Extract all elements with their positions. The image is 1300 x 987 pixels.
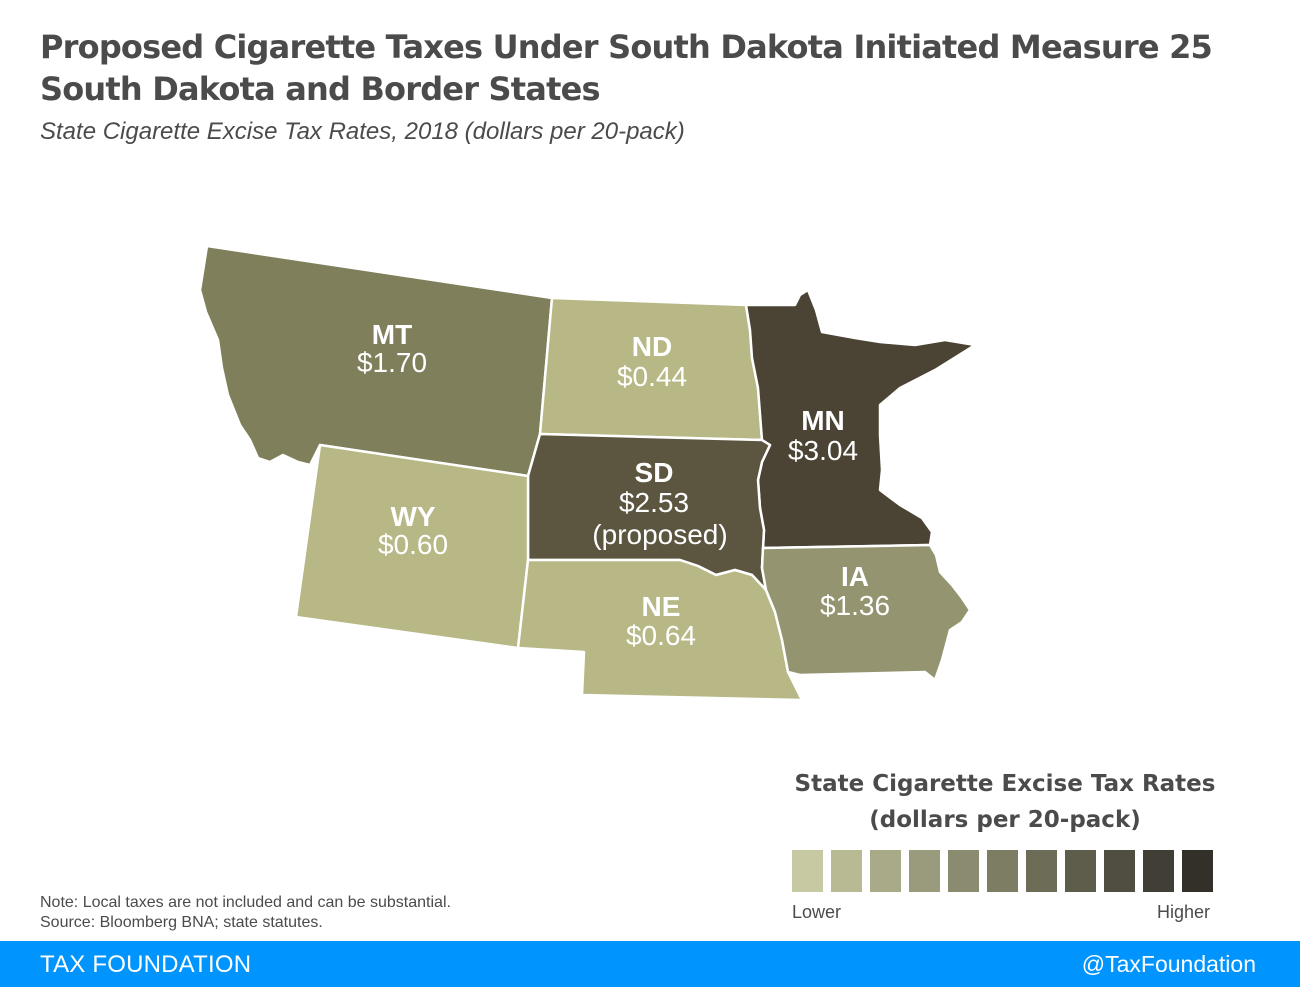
state-rate-ne: $0.64 bbox=[626, 620, 696, 651]
legend-title-line-1: State Cigarette Excise Tax Rates bbox=[794, 771, 1216, 797]
legend-high-label: Higher bbox=[1157, 902, 1211, 922]
state-label-mt: MT $1.70 bbox=[357, 319, 427, 378]
state-abbr-ia: IA bbox=[841, 561, 869, 592]
map-title: Proposed Cigarette Taxes Under South Dak… bbox=[40, 26, 1280, 110]
legend-swatch bbox=[948, 850, 979, 892]
state-label-wy: WY $0.60 bbox=[378, 501, 448, 560]
legend-swatch bbox=[909, 850, 940, 892]
legend-low-label: Lower bbox=[792, 902, 842, 922]
state-abbr-ne: NE bbox=[642, 591, 681, 622]
footer-brand: TAX FOUNDATION bbox=[40, 951, 252, 978]
state-abbr-nd: ND bbox=[632, 331, 672, 362]
legend-swatch bbox=[1026, 850, 1057, 892]
state-abbr-sd: SD bbox=[635, 457, 674, 488]
legend-swatch bbox=[870, 850, 901, 892]
legend-title-line-2: (dollars per 20-pack) bbox=[869, 807, 1141, 833]
legend-swatch bbox=[792, 850, 823, 892]
legend-swatch bbox=[831, 850, 862, 892]
state-label-mn: MN $3.04 bbox=[788, 405, 858, 466]
state-rate-wy: $0.60 bbox=[378, 529, 448, 560]
footer-bar: TAX FOUNDATION @TaxFoundation bbox=[0, 941, 1300, 987]
legend-swatch bbox=[1104, 850, 1135, 892]
state-label-nd: ND $0.44 bbox=[617, 331, 687, 392]
state-label-sd: SD $2.53 (proposed) bbox=[592, 457, 727, 550]
legend-swatch bbox=[1143, 850, 1174, 892]
legend-swatch bbox=[987, 850, 1018, 892]
state-rate-sd: $2.53 bbox=[619, 487, 689, 518]
legend-swatch bbox=[1182, 850, 1213, 892]
source-line: Source: Bloomberg BNA; state statutes. bbox=[40, 914, 323, 931]
state-rate-mn: $3.04 bbox=[788, 435, 858, 466]
note-line: Note: Local taxes are not included and c… bbox=[40, 894, 451, 911]
state-abbr-wy: WY bbox=[390, 501, 435, 532]
legend-swatch bbox=[1065, 850, 1096, 892]
state-rate-nd: $0.44 bbox=[617, 361, 687, 392]
source-notes: Note: Local taxes are not included and c… bbox=[40, 893, 451, 933]
state-shape-mn bbox=[744, 288, 977, 550]
title-line-2: South Dakota and Border States bbox=[40, 70, 601, 108]
state-rate-ia: $1.36 bbox=[820, 590, 890, 621]
state-shape-ia bbox=[760, 543, 972, 682]
state-abbr-mt: MT bbox=[372, 319, 412, 350]
legend-color-scale bbox=[792, 850, 1213, 892]
state-note-sd: (proposed) bbox=[592, 519, 727, 550]
map-subtitle: State Cigarette Excise Tax Rates, 2018 (… bbox=[40, 118, 685, 145]
state-label-ne: NE $0.64 bbox=[626, 591, 696, 651]
title-line-1: Proposed Cigarette Taxes Under South Dak… bbox=[40, 28, 1213, 66]
state-label-ia: IA $1.36 bbox=[820, 561, 890, 621]
state-abbr-mn: MN bbox=[801, 405, 845, 436]
legend-title: State Cigarette Excise Tax Rates (dollar… bbox=[785, 766, 1225, 838]
state-rate-mt: $1.70 bbox=[357, 347, 427, 378]
footer-handle: @TaxFoundation bbox=[1081, 951, 1256, 977]
